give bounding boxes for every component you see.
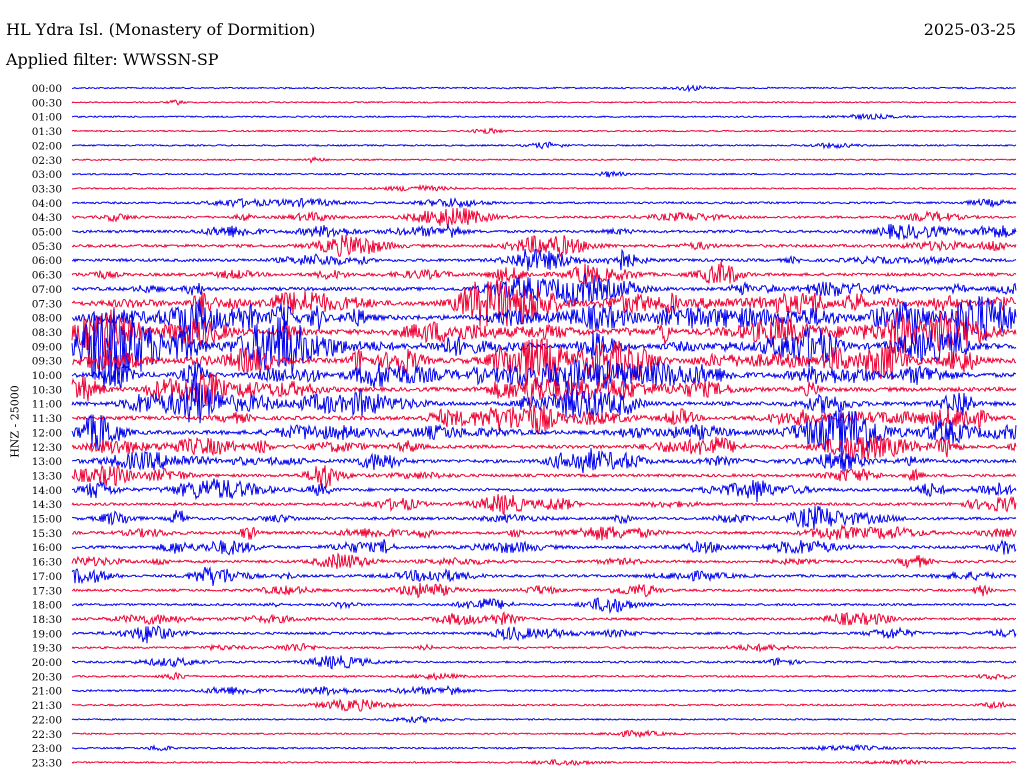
trace-line [71,671,1017,681]
trace-line [71,539,1017,556]
trace-line [71,566,1017,586]
station-title: HL Ydra Isl. (Monastery of Dormition) [6,20,316,39]
row-time-label: 07:00 [32,284,62,296]
row-time-label: 21:00 [32,686,62,698]
trace-line [71,552,1017,569]
trace-line [71,223,1017,241]
trace-line [71,715,1017,724]
row-time-label: 15:30 [32,528,62,540]
record-date: 2025-03-25 [923,20,1016,39]
row-time-label: 13:30 [32,470,62,482]
trace-line [71,582,1017,599]
filter-label: Applied filter: WWSSN-SP [6,50,219,69]
trace-line [71,743,1017,752]
row-time-label: 21:30 [32,700,62,712]
trace-line [71,183,1017,192]
row-time-label: 09:30 [32,356,62,368]
trace-line [71,642,1017,653]
row-time-label: 18:30 [32,614,62,626]
row-time-label: 10:30 [32,384,62,396]
row-time-label: 11:30 [32,413,62,425]
row-time-label: 19:00 [32,628,62,640]
row-time-label: 22:00 [32,714,62,726]
row-time-label: 05:30 [32,241,62,253]
row-time-label: 23:30 [32,757,62,769]
trace-line [71,758,1016,766]
row-time-label: 20:00 [32,657,62,669]
trace-line [71,273,1017,306]
trace-line [71,684,1017,697]
trace-line [71,279,1017,327]
trace-line [71,410,1017,458]
row-time-label: 16:00 [32,542,62,554]
row-time-label: 17:30 [32,585,62,597]
trace-line [71,505,1017,530]
row-time-label: 23:00 [32,743,62,755]
trace-line [71,597,1017,615]
row-time-label: 14:30 [32,499,62,511]
trace-line [71,112,1017,121]
trace-line [71,127,1017,135]
row-time-label: 04:30 [32,212,62,224]
row-time-label: 01:00 [32,112,62,124]
trace-line [71,358,1017,399]
row-time-label: 09:00 [32,341,62,353]
trace-line [71,197,1017,210]
row-time-label: 10:00 [32,370,62,382]
row-time-label: 17:00 [32,571,62,583]
row-time-label: 06:00 [32,255,62,267]
trace-line [71,156,1017,164]
trace-line [71,308,1017,388]
trace-line [71,296,1017,343]
row-time-label: 00:30 [32,97,62,109]
trace-line [71,170,1017,178]
trace-line [71,99,1017,106]
row-time-label: 01:30 [32,126,62,138]
trace-line [72,523,1017,541]
trace-line [71,698,1016,712]
row-time-label: 20:30 [32,671,62,683]
row-time-label: 08:30 [32,327,62,339]
trace-line [71,448,1017,474]
row-time-label: 02:00 [32,140,62,152]
row-time-label: 15:00 [32,514,62,526]
row-time-label: 04:00 [32,198,62,210]
row-time-label: 14:00 [32,485,62,497]
row-time-label: 11:00 [32,399,62,411]
row-time-label: 05:00 [32,227,62,239]
trace-line [71,404,1017,435]
trace-line [71,261,1017,286]
trace-line [71,464,1017,488]
trace-line [71,372,1017,407]
row-time-label: 13:00 [32,456,62,468]
trace-line [71,625,1017,644]
row-time-label: 16:30 [32,557,62,569]
trace-line [71,655,1017,670]
trace-line [71,234,1017,257]
row-time-label: 03:30 [32,183,62,195]
row-time-label: 00:00 [32,83,62,95]
row-time-label: 03:00 [32,169,62,181]
trace-line [71,435,1017,462]
trace-line [71,729,1016,739]
trace-line [71,307,1017,357]
trace-line [72,208,1017,228]
trace-line [71,478,1017,503]
trace-line [71,141,1017,150]
trace-line [71,611,1017,626]
row-time-label: 18:00 [32,600,62,612]
row-time-label: 02:30 [32,155,62,167]
row-time-label: 12:00 [32,427,62,439]
trace-line [71,337,1017,383]
row-time-label: 06:30 [32,270,62,282]
trace-line [71,494,1017,516]
row-time-label: 12:30 [32,442,62,454]
row-time-label: 07:30 [32,298,62,310]
trace-line [71,84,1017,93]
row-time-label: 22:30 [32,729,62,741]
row-time-label: 08:00 [32,313,62,325]
row-time-label: 19:30 [32,643,62,655]
trace-line [72,248,1017,271]
